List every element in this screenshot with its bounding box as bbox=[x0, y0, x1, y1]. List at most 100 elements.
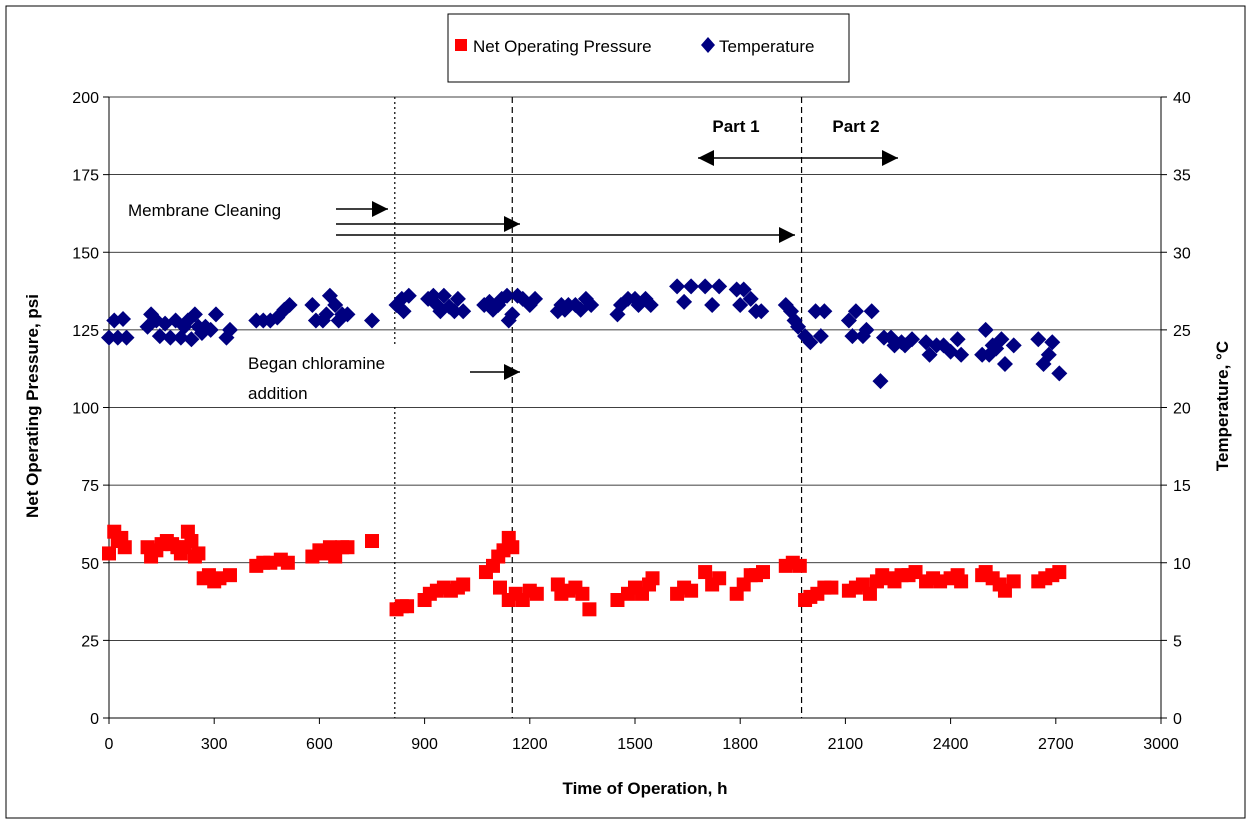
pressure-point bbox=[400, 599, 415, 614]
axis-layer bbox=[103, 96, 1167, 724]
temperature-point bbox=[953, 346, 970, 363]
part-arrow-head-start bbox=[698, 150, 714, 166]
pressure-point bbox=[933, 574, 948, 589]
annotation-chloramine-line1: Began chloramine bbox=[248, 354, 385, 373]
legend-box bbox=[447, 13, 850, 83]
x-tick-label: 0 bbox=[105, 736, 114, 753]
temperature-point bbox=[115, 311, 132, 328]
legend-temperature-label: Temperature bbox=[719, 37, 814, 56]
temperature-point bbox=[840, 312, 857, 329]
temperature-point bbox=[790, 318, 807, 335]
pressure-point bbox=[582, 602, 597, 617]
pressure-point bbox=[755, 565, 770, 580]
grid-layer bbox=[109, 96, 1161, 718]
annotation-arrows bbox=[336, 150, 898, 380]
temperature-point bbox=[858, 321, 875, 338]
pressure-point bbox=[954, 574, 969, 589]
temperature-point bbox=[816, 303, 833, 320]
pressure-point bbox=[340, 540, 355, 555]
temperature-point bbox=[449, 290, 466, 307]
pressure-point bbox=[191, 546, 206, 561]
temperature-point bbox=[1040, 346, 1057, 363]
x-tick-label: 3000 bbox=[1143, 736, 1179, 753]
y-right-tick-label: 40 bbox=[1173, 90, 1191, 107]
pressure-point bbox=[645, 571, 660, 586]
vertical-lines bbox=[394, 97, 803, 718]
temperature-point bbox=[400, 287, 417, 304]
y-right-tick-label: 10 bbox=[1173, 556, 1191, 573]
temperature-point bbox=[364, 312, 380, 329]
x-tick-label: 600 bbox=[306, 736, 333, 753]
legend-pressure-label: Net Operating Pressure bbox=[473, 37, 652, 56]
y-left-tick-label: 50 bbox=[81, 556, 99, 573]
x-axis-title: Time of Operation, h bbox=[563, 779, 728, 798]
temperature-point bbox=[704, 297, 721, 314]
legend: Net Operating Pressure Temperature bbox=[447, 13, 850, 83]
y-left-tick-label: 150 bbox=[72, 245, 99, 262]
temperature-point bbox=[304, 297, 321, 314]
temperature-point bbox=[742, 290, 759, 307]
temperature-point bbox=[921, 346, 938, 363]
temperature-point bbox=[735, 281, 752, 298]
pressure-point bbox=[529, 586, 544, 601]
y-right-tick-label: 30 bbox=[1173, 245, 1191, 262]
temperature-point bbox=[435, 287, 452, 304]
tick-labels: 0 25 50 75 100 125 150 175 200 0 5 10 15 20 25 30 35 40 0 3… bbox=[72, 90, 1191, 753]
x-tick-label: 2100 bbox=[828, 736, 864, 753]
pressure-point bbox=[184, 534, 199, 549]
temperature-point bbox=[162, 329, 179, 346]
temperature-point bbox=[583, 297, 600, 314]
temperature-point bbox=[863, 303, 880, 320]
pressure-point bbox=[792, 558, 807, 573]
temperature-point bbox=[872, 373, 889, 390]
y-axis-right-title: Temperature, °C bbox=[1213, 341, 1232, 471]
pressure-point bbox=[212, 571, 227, 586]
y-axis-left-title: Net Operating Pressure, psi bbox=[23, 294, 42, 518]
annotation-part-2: Part 2 bbox=[832, 117, 879, 136]
pressure-point bbox=[824, 580, 839, 595]
y-left-tick-label: 125 bbox=[72, 323, 99, 340]
pressure-point bbox=[698, 565, 713, 580]
pressure-point bbox=[280, 555, 295, 570]
pressure-point bbox=[456, 577, 471, 592]
series-layer bbox=[101, 278, 1068, 617]
temperature-point bbox=[202, 321, 219, 338]
temperature-point bbox=[993, 331, 1010, 348]
y-right-tick-label: 15 bbox=[1173, 478, 1191, 495]
pressure-point bbox=[908, 565, 923, 580]
temperature-point bbox=[977, 321, 994, 338]
temperature-point bbox=[1030, 331, 1047, 348]
temperature-point bbox=[101, 329, 117, 346]
y-right-tick-label: 35 bbox=[1173, 168, 1191, 185]
pressure-point bbox=[1006, 574, 1021, 589]
temperature-point bbox=[904, 331, 921, 348]
temperature-point bbox=[504, 306, 521, 323]
temperature-point bbox=[183, 331, 200, 348]
temperature-point bbox=[697, 278, 714, 295]
pressure-point bbox=[1052, 565, 1067, 580]
pressure-point bbox=[365, 534, 379, 549]
temperature-point bbox=[151, 328, 168, 345]
x-tick-label: 300 bbox=[201, 736, 228, 753]
x-tick-label: 1500 bbox=[617, 736, 653, 753]
temperature-point bbox=[949, 331, 966, 348]
temperature-point bbox=[642, 297, 659, 314]
x-tick-label: 2700 bbox=[1038, 736, 1074, 753]
temperature-point bbox=[802, 334, 819, 351]
series-pressure bbox=[102, 524, 1067, 617]
temperature-point bbox=[221, 321, 238, 338]
annotation-chloramine-line2: addition bbox=[248, 384, 308, 403]
y-left-tick-label: 25 bbox=[81, 633, 99, 650]
temperature-point bbox=[281, 297, 298, 314]
temperature-point bbox=[732, 297, 749, 314]
temperature-point bbox=[996, 356, 1013, 373]
pressure-point bbox=[492, 580, 507, 595]
pressure-point bbox=[684, 583, 699, 598]
temperature-point bbox=[676, 293, 693, 310]
y-left-tick-label: 100 bbox=[72, 401, 99, 418]
x-tick-label: 1800 bbox=[722, 736, 758, 753]
temperature-point bbox=[844, 328, 861, 345]
annotation-part-1: Part 1 bbox=[712, 117, 759, 136]
pressure-point bbox=[862, 586, 877, 601]
